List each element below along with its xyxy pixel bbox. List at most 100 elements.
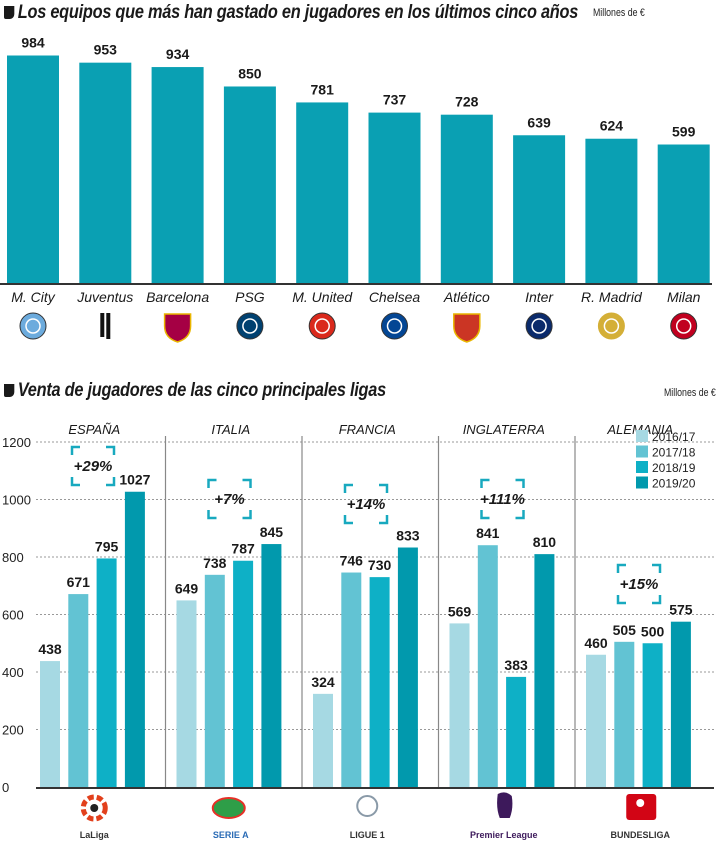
bracket-corner [379,515,389,525]
bracket-corner [343,515,353,525]
bar-value-label: 730 [368,557,392,573]
bracket-corner [480,510,490,520]
bar-chelsea [368,112,421,284]
bar-value-label: 460 [584,635,608,651]
league-logo-text: Premier League [470,830,538,840]
league-label-2: FRANCIA [339,422,396,437]
bracket-corner [616,595,626,605]
category-label: PSG [235,289,265,305]
growth-bracket: +15% [616,563,662,605]
bar-value-label: 575 [669,602,693,618]
bar-milan [657,144,710,283]
ligue1-ring [356,795,379,817]
barcelona-crest-icon [163,313,192,343]
category-label: Chelsea [369,289,421,305]
juventus-stroke [106,313,111,339]
serie-a-logo-icon [211,797,246,819]
bar-value-label: 728 [455,94,479,110]
bar-value-label: 383 [504,657,528,673]
growth-bracket: +7% [207,478,252,520]
bar-value-label: 850 [238,65,262,81]
league-logo-text: BUNDESLIGA [610,830,670,840]
bar-2019-20 [124,491,145,787]
bundesliga-block [626,794,657,820]
bottom-chart-title: Venta de jugadores de las cinco principa… [4,380,386,402]
bar-value-label: 845 [260,524,284,540]
bar-value-label: 624 [600,118,624,134]
growth-label: +111% [480,491,525,508]
bar-value-label: 324 [311,674,335,690]
crest-inner [675,318,692,334]
bar-man-united [296,102,349,283]
y-tick-label: 600 [2,608,24,623]
crest-circle [236,312,264,340]
bracket-corner [106,477,116,487]
bar-2018-19 [233,560,254,787]
juventus-stroke [100,313,105,337]
legend-swatch [636,461,648,473]
bar-value-label: 795 [95,538,119,554]
bar-2019-20 [397,547,418,787]
league-label-4: ALEMANIA [606,422,673,437]
category-label: Milan [667,289,701,305]
bracket-corner [343,483,353,493]
category-label: Barcelona [146,289,209,305]
bar-value-label: 649 [175,580,199,596]
category-label: R. Madrid [581,289,643,305]
bar-man-city [7,55,59,283]
bar-value-label: 569 [448,603,472,619]
bar-juventus [79,62,132,284]
category-label: Atlético [443,289,490,305]
top-chart-units: Millones de € [593,7,645,19]
crest-shield [453,313,481,343]
man-united-crest-icon [308,312,336,340]
bar-2017-18 [477,545,498,787]
bar-value-label: 781 [311,81,335,97]
crest-circle [597,312,625,340]
bar-value-label: 810 [533,534,557,550]
juventus-crest-icon [100,313,111,339]
bar-value-label: 833 [396,528,420,544]
inter-crest-icon [525,312,553,340]
bar-2017-18 [341,572,362,787]
y-tick-label: 0 [2,780,9,795]
y-tick-label: 1000 [2,493,31,508]
bar-2017-18 [614,641,635,787]
bar-value-label: 1027 [119,472,150,488]
bottom-chart-title-text: Venta de jugadores de las cinco principa… [17,380,386,401]
growth-label: +7% [214,491,244,508]
seriea-oval [211,797,246,819]
top-bar-chart: 984 M. City 953 Juventus 934 Barcelona 850 PSG 7… [0,34,712,343]
chelsea-crest-icon [381,312,408,340]
laliga-logo-icon [80,794,108,822]
legend-label: 2017/18 [652,446,696,460]
league-logo-text: LIGUE 1 [350,830,385,840]
bar-value-label: 841 [476,525,500,541]
bar-psg [223,86,276,283]
y-tick-label: 400 [2,665,24,680]
league-label-0: ESPAÑA [68,422,120,437]
crest-circle [525,312,553,340]
bar-2016-17 [40,661,60,787]
premier-lion [497,792,513,818]
crest-inner [386,318,403,334]
growth-bracket: +29% [70,445,116,487]
bar-2017-18 [68,594,89,787]
crest-circle [19,312,47,340]
bar-real-madrid [585,138,638,283]
legend-label: 2018/19 [652,461,696,475]
ligue-1-logo-icon [356,795,379,817]
crest-circle [308,312,336,340]
growth-label: +15% [620,576,659,593]
bracket-corner [242,510,252,520]
bar-2019-20 [534,554,555,787]
title-bullet-icon [4,6,15,19]
man-city-crest-icon [19,312,47,340]
bracket-corner [106,445,116,455]
bar-value-label: 746 [340,553,364,569]
bar-2018-19 [96,558,117,787]
laliga-ring [80,794,108,822]
legend-swatch [636,430,648,442]
